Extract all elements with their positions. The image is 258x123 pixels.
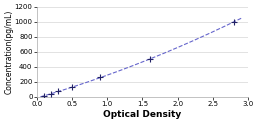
Y-axis label: Concentration(pg/mL): Concentration(pg/mL) xyxy=(4,10,13,94)
X-axis label: Optical Density: Optical Density xyxy=(103,110,182,119)
